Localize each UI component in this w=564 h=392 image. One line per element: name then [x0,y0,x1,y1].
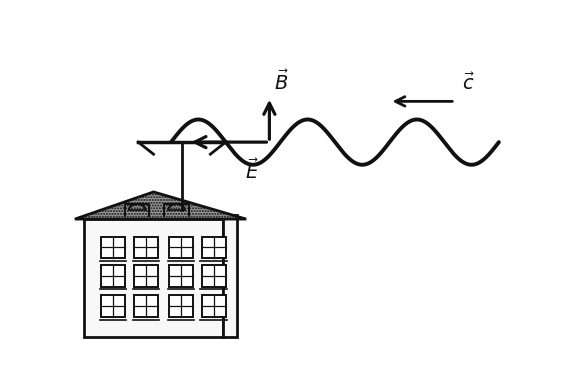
Bar [101,296,125,317]
Bar [169,296,193,317]
Bar [83,219,223,337]
Bar [169,237,193,258]
Bar [134,296,158,317]
Polygon shape [75,192,246,219]
Text: $\vec{B}$: $\vec{B}$ [274,70,289,94]
Bar [202,237,226,258]
Bar [223,214,237,337]
Text: $\vec{c}$: $\vec{c}$ [462,73,475,94]
Bar [134,265,158,287]
Bar [101,265,125,287]
Text: $\vec{E}$: $\vec{E}$ [245,159,259,183]
Bar [101,237,125,258]
Bar [202,265,226,287]
Bar [169,265,193,287]
Bar [134,237,158,258]
Bar [202,296,226,317]
